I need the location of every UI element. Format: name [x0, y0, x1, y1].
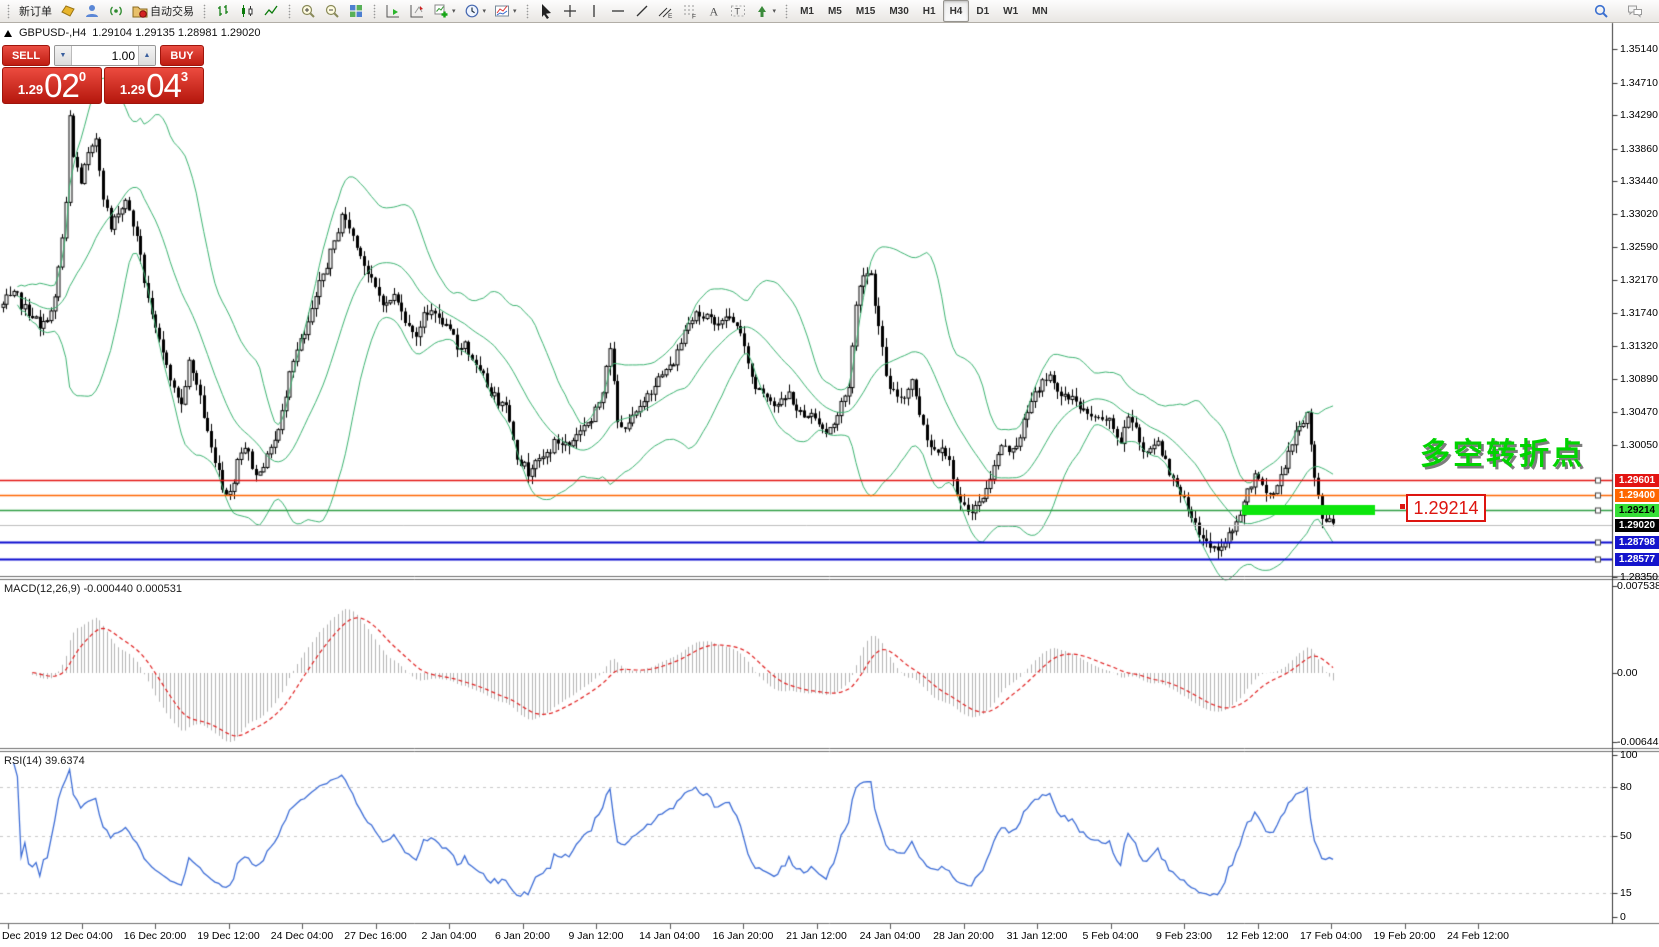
price-tick-label: 1.30050 — [1620, 438, 1658, 451]
one-click-trading: SELL ▼ ▲ BUY 1.29 02 0 1.29 04 3 — [2, 45, 204, 104]
time-tick-label: 24 Feb 12:00 — [1447, 930, 1509, 942]
sell-price-small: 1.29 — [17, 82, 44, 97]
volume-down-button[interactable]: ▼ — [55, 46, 72, 65]
price-tick-label: 1.35140 — [1620, 43, 1658, 56]
price-tick-label: 1.31740 — [1620, 307, 1658, 320]
sell-price-panel[interactable]: 1.29 02 0 — [2, 67, 102, 104]
turning-point-annotation[interactable]: 多空转折点 — [1420, 438, 1585, 471]
callout-handle[interactable] — [1400, 504, 1405, 509]
chart-title: GBPUSD-,H4 1.29104 1.29135 1.28981 1.290… — [4, 27, 260, 39]
symbol-label: GBPUSD-,H4 — [19, 27, 87, 39]
time-tick-label: 24 Dec 04:00 — [270, 930, 334, 942]
rsi-label: RSI(14) 39.6374 — [4, 755, 85, 767]
time-tick-label: 27 Dec 16:00 — [344, 930, 407, 942]
ohlc-values: 1.29104 1.29135 1.28981 1.29020 — [92, 27, 261, 39]
volume-input[interactable] — [72, 46, 138, 65]
time-tick-label: 28 Jan 20:00 — [933, 930, 994, 942]
macd-panel[interactable] — [0, 580, 1612, 748]
time-tick-label: 12 Dec 04:00 — [50, 930, 113, 942]
price-tick-label: 1.30890 — [1620, 373, 1658, 386]
time-tick-label: 17 Feb 04:00 — [1300, 930, 1362, 942]
rsi-tick-label: 0 — [1620, 911, 1626, 923]
price-tick-label: 1.32170 — [1620, 274, 1658, 287]
price-tick-label: 1.33440 — [1620, 175, 1658, 188]
time-tick-label: 31 Jan 12:00 — [1006, 930, 1068, 942]
price-level-badge: 1.28577 — [1615, 552, 1659, 566]
time-tick-label: 24 Jan 04:00 — [859, 930, 921, 942]
buy-price-small: 1.29 — [119, 82, 146, 97]
volume-up-button[interactable]: ▲ — [138, 46, 155, 65]
time-tick-label: 9 Feb 23:00 — [1155, 930, 1213, 942]
rsi-tick-label: 15 — [1620, 887, 1632, 899]
macd-tick-label: 0.007538 — [1617, 580, 1659, 592]
buy-price-sup: 3 — [180, 69, 189, 84]
price-level-badge: 1.29214 — [1615, 503, 1659, 517]
price-tick-label: 1.33860 — [1620, 142, 1658, 155]
time-tick-label: 16 Jan 20:00 — [712, 930, 774, 942]
rsi-tick-label: 80 — [1620, 781, 1632, 793]
price-level-badge: 1.29020 — [1615, 518, 1659, 532]
volume-control: ▼ ▲ — [54, 45, 156, 66]
price-tick-label: 1.32590 — [1620, 241, 1658, 254]
macd-signal-value: 0.000531 — [136, 583, 182, 595]
sell-price-big: 02 — [44, 67, 80, 104]
buy-price-panel[interactable]: 1.29 04 3 — [104, 67, 204, 104]
price-tick-label: 1.28350 — [1620, 570, 1658, 583]
time-tick-label: Dec 2019 — [2, 930, 47, 942]
time-tick-label: 5 Feb 04:00 — [1082, 930, 1139, 942]
price-callout-box[interactable]: 1.29214 — [1406, 494, 1486, 522]
time-tick-label: 14 Jan 04:00 — [639, 930, 700, 942]
price-level-badge: 1.28798 — [1615, 535, 1659, 549]
chart-icon — [4, 29, 12, 37]
sell-price-sup: 0 — [78, 69, 87, 84]
time-tick-label: 19 Dec 12:00 — [197, 930, 260, 942]
time-tick-label: 12 Feb 12:00 — [1226, 930, 1289, 942]
macd-name: MACD(12,26,9) — [4, 583, 81, 595]
rsi-value: 39.6374 — [44, 755, 85, 767]
rsi-panel[interactable] — [0, 752, 1612, 923]
rsi-name: RSI(14) — [4, 755, 42, 767]
price-level-badge: 1.29601 — [1615, 473, 1659, 487]
buy-button[interactable]: BUY — [160, 45, 204, 66]
price-tick-label: 1.33020 — [1620, 208, 1658, 221]
rsi-tick-label: 100 — [1620, 749, 1638, 761]
price-tick-label: 1.34710 — [1620, 76, 1658, 89]
price-tick-label: 1.30470 — [1620, 406, 1658, 419]
time-tick-label: 9 Jan 12:00 — [568, 930, 624, 942]
macd-tick-label: 0.00 — [1617, 667, 1638, 679]
price-level-badge: 1.29400 — [1615, 488, 1659, 502]
sell-button[interactable]: SELL — [2, 45, 50, 66]
main-chart-panel[interactable] — [0, 23, 1612, 576]
price-tick-label: 1.31320 — [1620, 340, 1658, 353]
macd-tick-label: -0.006446 — [1617, 736, 1659, 748]
time-tick-label: 19 Feb 20:00 — [1373, 930, 1436, 942]
time-tick-label: 2 Jan 04:00 — [421, 930, 477, 942]
buy-price-big: 04 — [146, 67, 182, 104]
rsi-tick-label: 50 — [1620, 830, 1632, 842]
price-tick-label: 1.34290 — [1620, 109, 1658, 122]
macd-label: MACD(12,26,9) -0.000440 0.000531 — [4, 583, 182, 595]
time-tick-label: 21 Jan 12:00 — [786, 930, 847, 942]
macd-value: -0.000440 — [83, 583, 134, 595]
time-tick-label: 16 Dec 20:00 — [123, 930, 187, 942]
time-tick-label: 6 Jan 20:00 — [495, 930, 550, 942]
